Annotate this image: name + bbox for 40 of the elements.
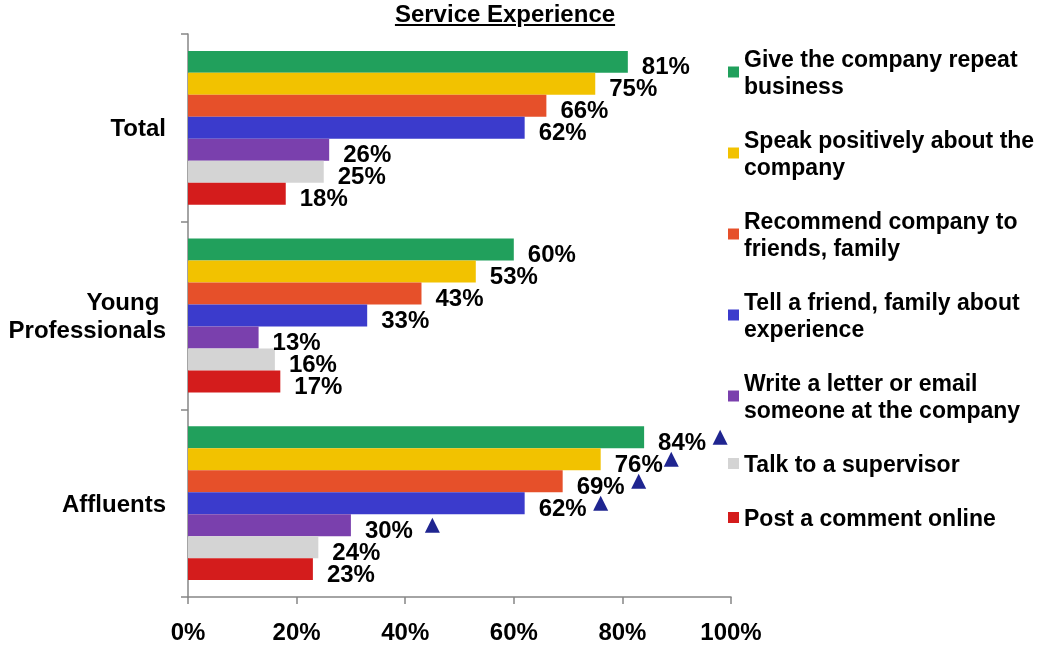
bar [188, 94, 547, 117]
bar [188, 238, 514, 261]
bar [188, 536, 319, 559]
y-tick-label: Affluents [62, 489, 166, 517]
bar [188, 426, 645, 449]
y-tick-label: Young Professionals [8, 288, 166, 343]
bar [188, 304, 368, 327]
data-label: 43% [435, 284, 484, 312]
chart-title: Service Experience [393, 0, 617, 28]
bar [188, 160, 324, 183]
bar [188, 50, 628, 73]
bar [188, 116, 525, 139]
bar [188, 448, 601, 471]
legend-label: Write a letter or email someone at the company [744, 369, 1021, 423]
legend-label: Tell a friend, family about experience [744, 288, 1020, 342]
bar [188, 470, 563, 493]
bar [188, 370, 281, 393]
bar [188, 514, 351, 537]
bar [188, 138, 330, 161]
x-tick-label: 60% [489, 617, 538, 645]
bar [188, 348, 275, 371]
bar [188, 72, 596, 95]
x-tick-label: 40% [381, 617, 430, 645]
legend-label: Talk to a supervisor [744, 450, 960, 477]
legend-label: Recommend company to friends, family [744, 207, 1018, 261]
bar [188, 492, 525, 515]
bar [188, 558, 313, 581]
x-tick-label: 80% [598, 617, 647, 645]
data-label: 33% [381, 306, 430, 333]
bar [188, 282, 422, 305]
bar [188, 326, 259, 349]
y-tick-label: Total [110, 114, 166, 142]
x-tick-label: 100% [700, 617, 762, 645]
legend-label: Give the company repeat business [744, 45, 1018, 99]
legend-label: Post a comment online [744, 504, 996, 531]
x-tick-label: 0% [170, 617, 206, 645]
bar [188, 182, 286, 205]
legend-label: Speak positively about the company [744, 126, 1035, 180]
x-tick-label: 20% [272, 617, 321, 645]
bar [188, 260, 476, 283]
